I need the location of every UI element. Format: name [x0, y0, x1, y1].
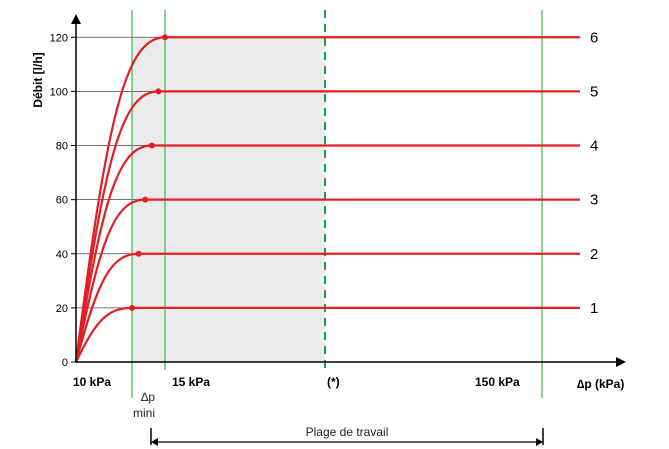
- curve-point-6: [162, 34, 168, 41]
- series-label-2: 2: [590, 246, 598, 263]
- y-tick-label: 100: [50, 86, 68, 98]
- series-label-4: 4: [590, 138, 598, 155]
- y-tick-label: 60: [56, 195, 68, 207]
- range-arrow-left: [151, 438, 158, 446]
- y-axis-title: Débit [l/h]: [31, 52, 45, 107]
- y-tick-label: 20: [56, 303, 68, 315]
- y-axis-arrow: [71, 14, 81, 24]
- x-label-dp: ∆p: [141, 390, 155, 404]
- x-label-150kpa: 150 kPa: [475, 375, 520, 389]
- series-label-5: 5: [590, 83, 598, 100]
- curve-rise-3: [74, 198, 146, 363]
- series-label-1: 1: [590, 300, 598, 317]
- curve-point-3: [142, 196, 149, 203]
- y-tick-label: 120: [50, 32, 68, 44]
- x-label-star: (*): [327, 375, 340, 389]
- curve-point-1: [129, 304, 135, 311]
- curve-point-2: [135, 250, 142, 257]
- x-label-10kpa: 10 kPa: [73, 375, 111, 389]
- y-tick-label: 0: [62, 357, 68, 369]
- curve-rise-6: [74, 36, 166, 363]
- curve-rise-1: [75, 306, 133, 363]
- range-arrow-right: [536, 438, 543, 446]
- x-label-mini: mini: [133, 406, 155, 420]
- y-tick-label: 80: [56, 141, 68, 153]
- y-tick-label: 40: [56, 249, 68, 261]
- curve-point-4: [148, 142, 155, 149]
- curve-point-5: [155, 88, 162, 95]
- x-label-15kpa: 15 kPa: [172, 375, 210, 389]
- curve-rise-4: [74, 144, 152, 363]
- range-label: Plage de travail: [306, 425, 389, 439]
- curve-rise-2: [74, 252, 139, 363]
- x-axis-arrow: [616, 357, 626, 367]
- x-axis-title: ∆p (kPa): [577, 377, 624, 391]
- series-label-6: 6: [590, 29, 598, 46]
- series-label-3: 3: [590, 192, 598, 209]
